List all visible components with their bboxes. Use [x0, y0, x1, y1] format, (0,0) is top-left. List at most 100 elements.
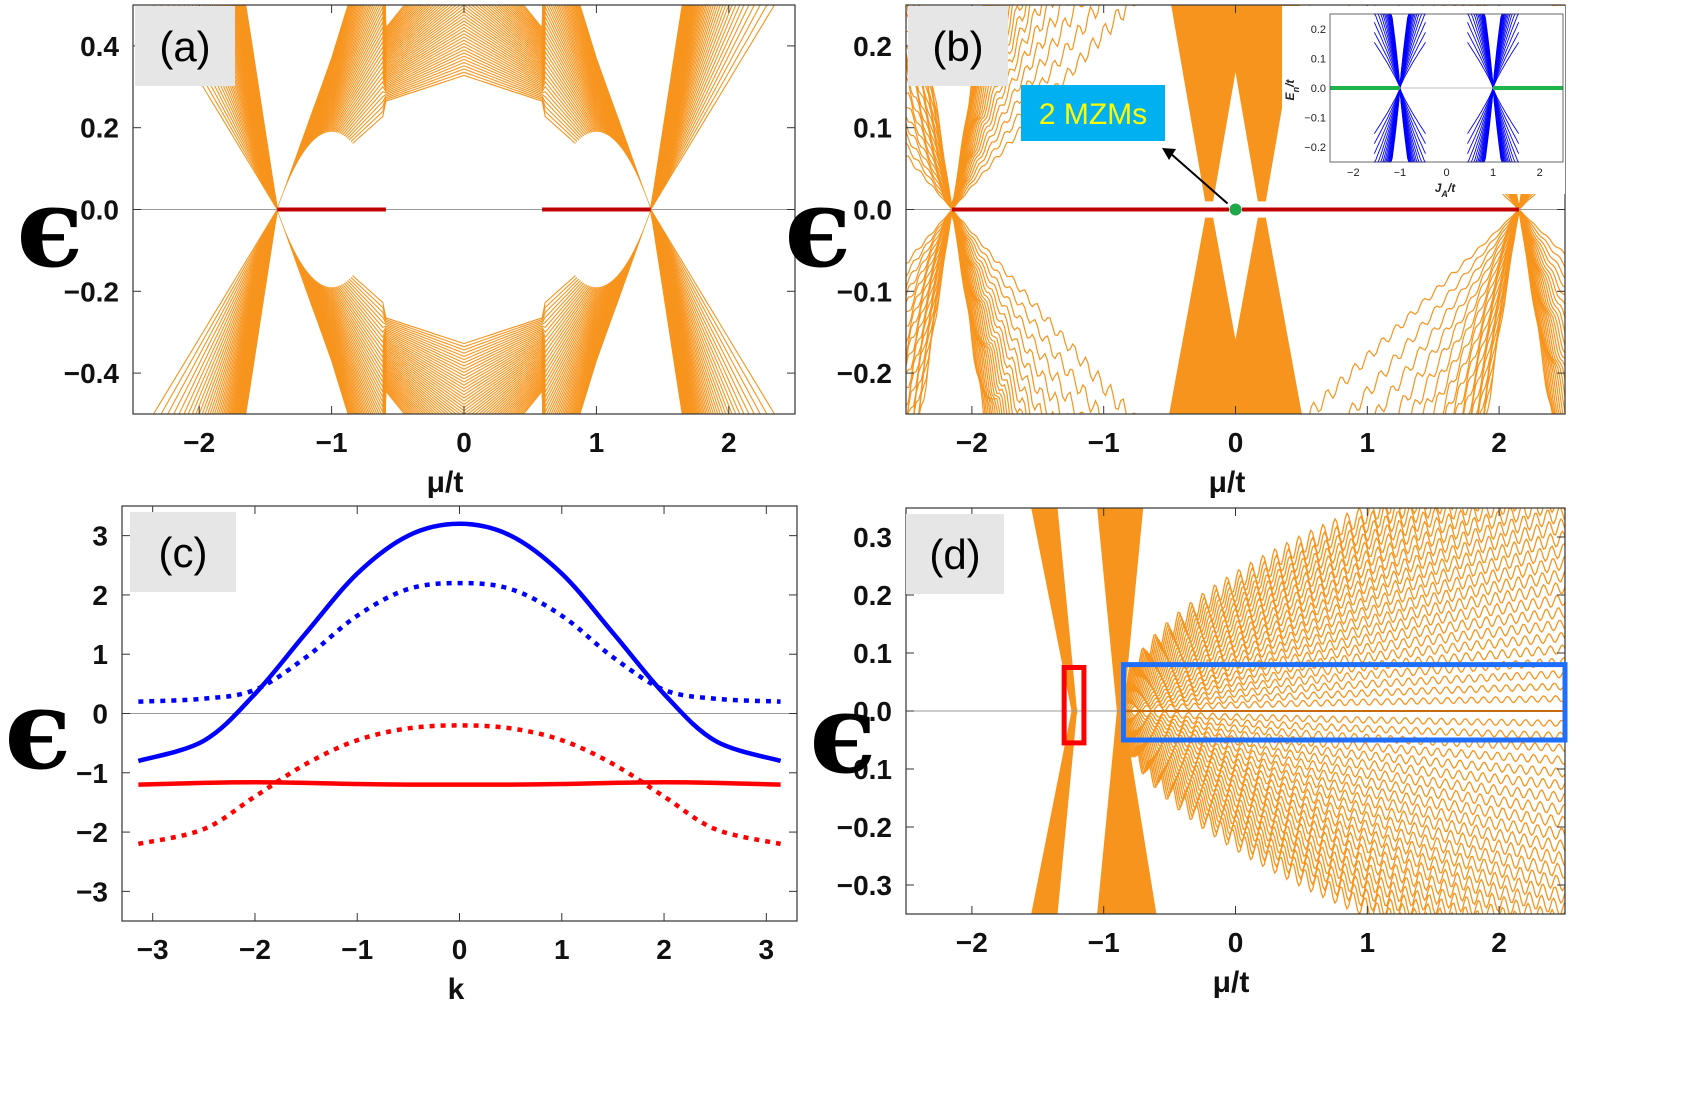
band-curve — [1118, 703, 1565, 914]
y-tick-label: 0.4 — [80, 31, 119, 62]
band-curve-lower — [187, 208, 741, 414]
central-wedge-lower — [1221, 217, 1302, 414]
inset-y-label: En/t — [1283, 79, 1301, 101]
x-tick-label: 1 — [1360, 427, 1376, 458]
band-curve-right — [1485, 210, 1553, 414]
panel-tag: (b) — [932, 23, 983, 70]
band-curve-lower — [152, 208, 776, 414]
annotation-arrowhead — [1162, 148, 1176, 160]
mzm-label-box — [1021, 85, 1165, 141]
y-tick-label: −0.1 — [837, 276, 892, 307]
band-curve — [1118, 702, 1565, 914]
y-tick-label: 1 — [92, 639, 108, 670]
band-curve-upper — [191, 5, 737, 211]
panel-tag-box — [135, 6, 235, 86]
band-curve-upper — [231, 5, 697, 211]
band-curve-upper — [173, 5, 755, 211]
band-curve — [1118, 694, 1565, 714]
x-axis-label: μ/t — [1209, 466, 1246, 499]
band-curve-lower — [217, 208, 711, 414]
y-axis-label-epsilon: ϵ — [810, 669, 877, 798]
band-curve-lower — [229, 208, 699, 414]
panel-tag: (d) — [929, 531, 980, 578]
band-curve — [1118, 708, 1565, 728]
band-curve-upper — [219, 5, 709, 211]
band-fan — [152, 5, 776, 414]
band-curve-left — [917, 210, 989, 414]
x-tick-label: 2 — [721, 427, 737, 458]
band-curve-right — [1479, 210, 1557, 414]
panel-tag: (c) — [159, 529, 208, 576]
band-curve-right — [1442, 208, 1565, 414]
band-curve-right — [1454, 208, 1565, 414]
y-tick-label: 0.0 — [853, 195, 892, 226]
band-curve-right — [1453, 208, 1565, 414]
panel-b: −2 −1 0 1 2 0.2 0.1 0.0 −0.1 −0.2 μ/t ϵ (b) 2 MZMs −2 −… — [785, 4, 1566, 499]
central-wedge-lower — [1169, 217, 1250, 414]
y-tick-label: −0.2 — [837, 812, 892, 843]
band-curve-right — [1470, 208, 1565, 414]
band-curve-upper — [207, 5, 721, 211]
y-tick-label: −2 — [76, 817, 108, 848]
band-curve-upper — [241, 5, 687, 212]
x-tick-label: −2 — [956, 427, 988, 458]
band-curve — [1118, 581, 1565, 712]
band-curve — [1118, 518, 1565, 715]
band-fan — [906, 5, 1565, 414]
series-red-solid — [138, 780, 781, 787]
band-curve — [1118, 606, 1565, 717]
x-tick-label: 0 — [1228, 927, 1244, 958]
band-curve — [1119, 530, 1565, 710]
band-curve-upper — [234, 5, 694, 211]
band-curve-left — [906, 5, 1137, 210]
band-curve-lower — [219, 208, 709, 414]
y-tick-label: 0.2 — [853, 31, 892, 62]
band-curve-lower — [216, 208, 712, 414]
band-curve-lower — [232, 208, 696, 414]
band-curve — [1118, 709, 1565, 740]
band-curve — [1119, 631, 1565, 714]
axes-c: −3 −2 −1 0 1 2 3 3 2 1 0 −1 −2 −3 k ϵ (c) — [5, 505, 798, 1006]
band-curve — [1118, 719, 1403, 914]
band-curve-upper — [225, 5, 703, 211]
band-curve-upper — [238, 5, 690, 212]
band-curve-lower — [230, 208, 698, 414]
x-axis-label: μ/t — [427, 466, 464, 499]
band-curve — [1119, 710, 1565, 753]
panel-tag-box — [130, 512, 236, 592]
band-curve-upper — [229, 5, 699, 211]
x-tick-label: −2 — [239, 934, 271, 965]
panel-tag-box — [908, 6, 1008, 86]
inset-x-tick-label: 1 — [1490, 167, 1496, 179]
y-tick-label: 3 — [92, 521, 108, 552]
band-curve — [1118, 710, 1565, 841]
inset-x-tick-label: 2 — [1537, 167, 1543, 179]
band-curve-upper — [238, 5, 690, 212]
band-fan — [1118, 508, 1565, 914]
axes-a: −2 −1 0 1 2 0.4 0.2 0.0 −0.2 −0.4 μ/t ϵ (a) — [17, 4, 796, 499]
band-curve-upper — [228, 5, 700, 211]
band-curve-lower — [241, 207, 687, 414]
mid-wedge-upper — [1097, 508, 1144, 711]
band-curve-lower — [214, 208, 714, 414]
inset-frame — [1329, 13, 1564, 163]
inset-y-tick-label: 0.1 — [1311, 53, 1326, 65]
band-curve-left — [918, 213, 988, 414]
mzm-marker — [1229, 203, 1242, 216]
band-curve-upper — [232, 5, 696, 211]
band-curve-upper — [183, 5, 745, 211]
band-curve-lower — [231, 208, 697, 414]
band-curve-lower — [228, 208, 700, 414]
band-curve-upper — [195, 5, 733, 211]
band-curve-lower — [160, 208, 768, 414]
inset-x-label: JA/t — [1435, 181, 1457, 199]
band-curve-right — [1477, 210, 1558, 414]
band-curve — [1118, 707, 1565, 828]
mid-wedge-lower — [1097, 711, 1157, 914]
band-curve-upper — [241, 5, 687, 212]
x-axis-label: μ/t — [1213, 966, 1250, 999]
y-tick-label: 0.2 — [853, 580, 892, 611]
inset-y-tick-label: −0.2 — [1304, 142, 1326, 154]
central-wedge-upper — [1171, 5, 1248, 202]
highlight-box-blue — [1120, 662, 1568, 743]
